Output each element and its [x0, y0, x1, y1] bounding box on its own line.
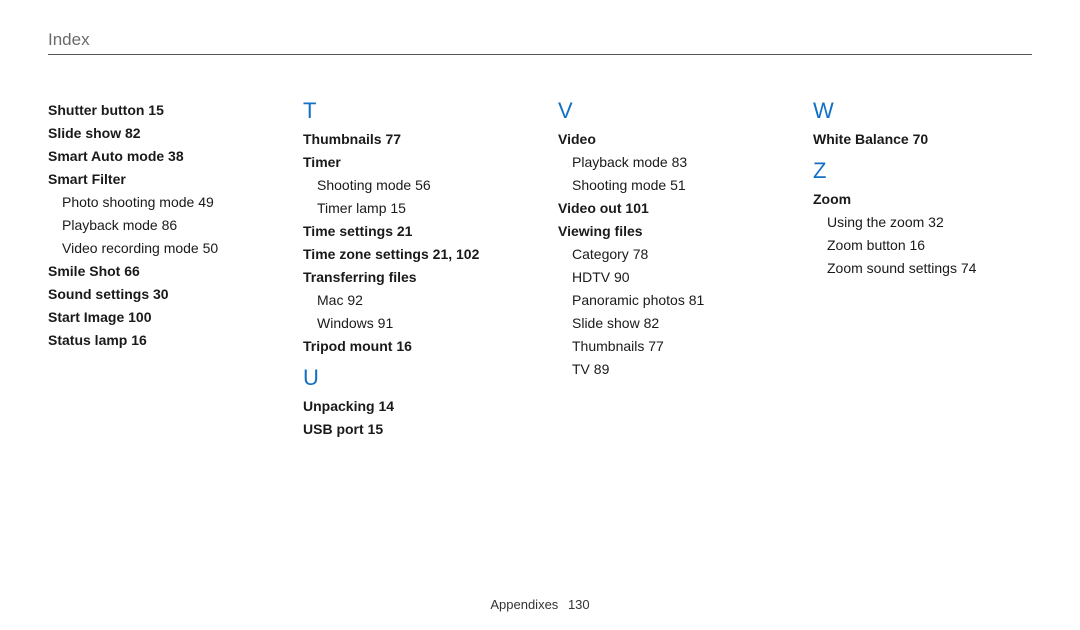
index-entry: Shutter button 15: [48, 100, 267, 121]
index-entry: Time zone settings 21, 102: [303, 244, 522, 265]
footer-section: Appendixes: [490, 597, 558, 612]
index-entry: Category 78: [572, 244, 777, 265]
index-entry: Timer lamp 15: [317, 198, 522, 219]
page-footer: Appendixes 130: [0, 597, 1080, 612]
index-entry: Using the zoom 32: [827, 212, 1032, 233]
index-entry: Zoom button 16: [827, 235, 1032, 256]
index-letter-heading: T: [303, 100, 522, 121]
index-entry: Playback mode 86: [62, 215, 267, 236]
index-entry: Time settings 21: [303, 221, 522, 242]
index-entry: Panoramic photos 81: [572, 290, 777, 311]
index-columns: Shutter button 15Slide show 82Smart Auto…: [48, 100, 1032, 442]
index-entry: Tripod mount 16: [303, 336, 522, 357]
index-entry: Status lamp 16: [48, 330, 267, 351]
index-entry: Slide show 82: [572, 313, 777, 334]
index-entry: Shooting mode 56: [317, 175, 522, 196]
index-entry: Shooting mode 51: [572, 175, 777, 196]
index-entry: Windows 91: [317, 313, 522, 334]
index-entry: Video recording mode 50: [62, 238, 267, 259]
index-column-1: Shutter button 15Slide show 82Smart Auto…: [48, 100, 267, 442]
index-entry: Slide show 82: [48, 123, 267, 144]
index-entry: Sound settings 30: [48, 284, 267, 305]
index-entry: Playback mode 83: [572, 152, 777, 173]
index-entry: USB port 15: [303, 419, 522, 440]
index-entry: Viewing files: [558, 221, 777, 242]
index-entry: Zoom sound settings 74: [827, 258, 1032, 279]
index-entry: Thumbnails 77: [572, 336, 777, 357]
index-column-3: VVideoPlayback mode 83Shooting mode 51Vi…: [558, 100, 777, 442]
index-entry: Thumbnails 77: [303, 129, 522, 150]
footer-page-number: 130: [568, 597, 590, 612]
index-entry: Smart Filter: [48, 169, 267, 190]
index-entry: Smart Auto mode 38: [48, 146, 267, 167]
index-entry: TV 89: [572, 359, 777, 380]
page-header: Index: [48, 30, 1032, 55]
index-column-2: T Thumbnails 77TimerShooting mode 56Timer…: [303, 100, 522, 442]
index-letter-heading: Z: [813, 160, 1032, 181]
index-entry: Smile Shot 66: [48, 261, 267, 282]
index-entry: HDTV 90: [572, 267, 777, 288]
index-entry: Unpacking 14: [303, 396, 522, 417]
index-letter-heading: U: [303, 367, 522, 388]
index-entry: Photo shooting mode 49: [62, 192, 267, 213]
index-entry: Video out 101: [558, 198, 777, 219]
index-entry: Video: [558, 129, 777, 150]
index-entry: Transferring files: [303, 267, 522, 288]
index-letter-heading: W: [813, 100, 1032, 121]
index-entry: Zoom: [813, 189, 1032, 210]
index-entry: Mac 92: [317, 290, 522, 311]
page-title: Index: [48, 30, 90, 49]
index-entry: White Balance 70: [813, 129, 1032, 150]
index-column-4: WWhite Balance 70ZZoomUsing the zoom 32Z…: [813, 100, 1032, 442]
index-entry: Start Image 100: [48, 307, 267, 328]
index-letter-heading: V: [558, 100, 777, 121]
index-entry: Timer: [303, 152, 522, 173]
index-page: Index Shutter button 15Slide show 82Smar…: [0, 0, 1080, 630]
